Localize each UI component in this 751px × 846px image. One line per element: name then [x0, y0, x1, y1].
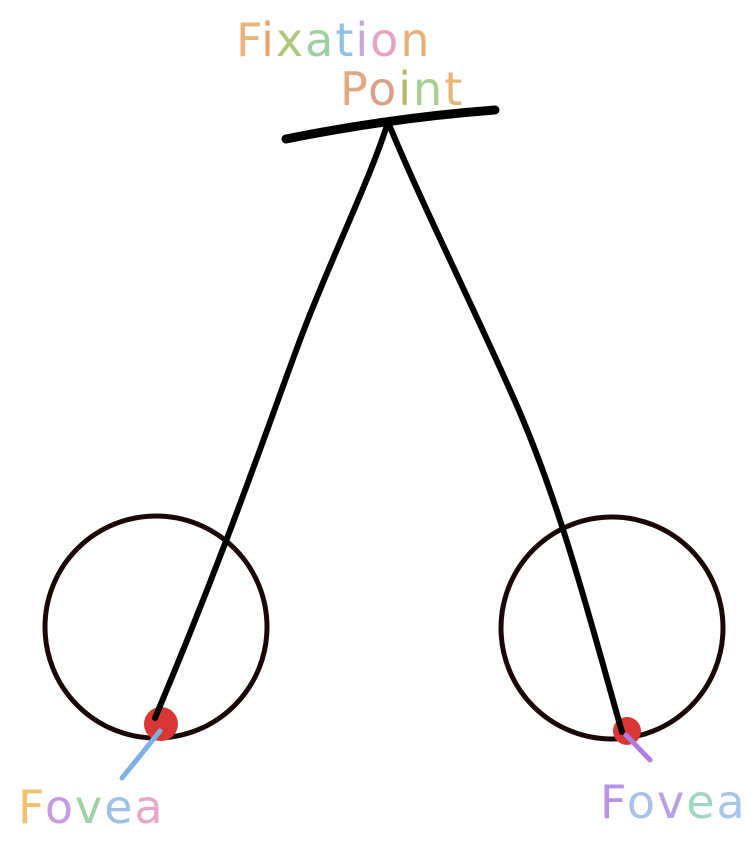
- right-fovea-label: Fovea: [600, 775, 747, 829]
- left-fovea-pointer: [119, 728, 163, 781]
- right-line-of-sight: [385, 119, 625, 735]
- right-fovea-pointer: [623, 732, 653, 763]
- right-eye: [498, 514, 726, 742]
- left-line-of-sight: [152, 119, 391, 721]
- left-fovea-dot: [144, 707, 178, 741]
- fixation-title-line2: Point: [340, 62, 464, 116]
- left-eye: [42, 513, 270, 741]
- left-fovea-label: Fovea: [18, 780, 165, 834]
- fixation-title-line1: Fixation: [236, 13, 431, 67]
